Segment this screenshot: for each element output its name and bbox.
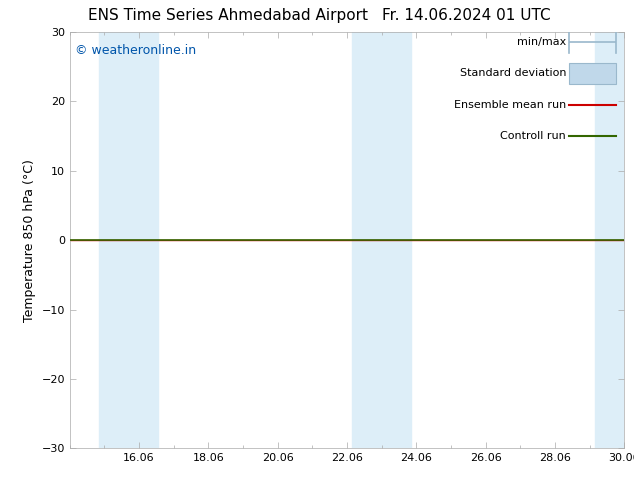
Point — [100, 230, 108, 236]
Point — [97, 230, 105, 236]
Y-axis label: Temperature 850 hPa (°C): Temperature 850 hPa (°C) — [23, 159, 36, 321]
Point — [100, 231, 108, 237]
Text: Ensemble mean run: Ensemble mean run — [454, 100, 566, 110]
Text: Controll run: Controll run — [500, 131, 566, 141]
Bar — [99, 32, 158, 448]
Point — [100, 232, 108, 238]
Point — [100, 231, 108, 237]
Point — [97, 231, 105, 237]
Bar — [353, 32, 411, 448]
Point — [97, 231, 105, 237]
Text: Fr. 14.06.2024 01 UTC: Fr. 14.06.2024 01 UTC — [382, 8, 550, 23]
Bar — [595, 32, 624, 448]
Point — [97, 232, 105, 238]
Text: Standard deviation: Standard deviation — [460, 69, 566, 78]
Text: ENS Time Series Ahmedabad Airport: ENS Time Series Ahmedabad Airport — [88, 8, 368, 23]
Text: min/max: min/max — [517, 37, 566, 47]
Text: © weatheronline.in: © weatheronline.in — [75, 44, 197, 57]
FancyBboxPatch shape — [569, 63, 616, 84]
Point — [100, 230, 108, 236]
Point — [97, 230, 105, 236]
